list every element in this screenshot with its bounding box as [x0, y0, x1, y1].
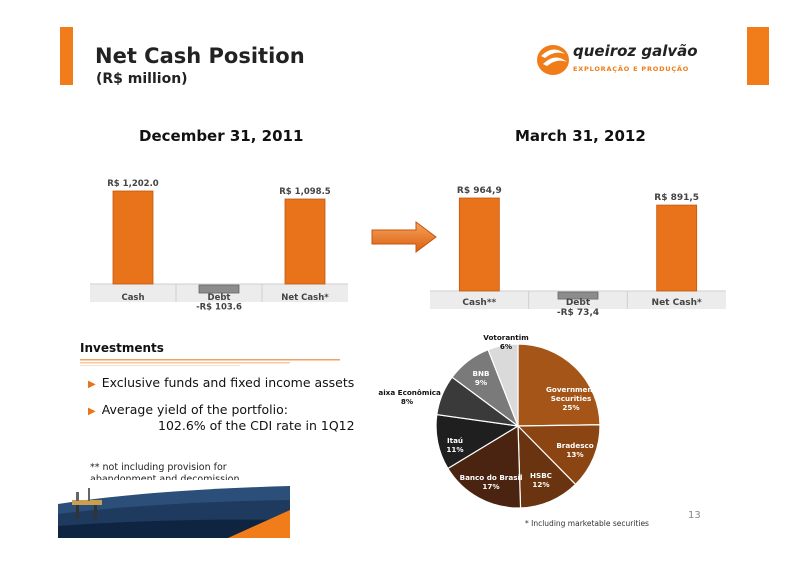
- pie-label: Caixa Econômica: [378, 388, 441, 397]
- bar-0: [112, 190, 154, 285]
- pie-slice-1: [516, 424, 601, 486]
- right-accent-bar: [747, 27, 769, 85]
- pie-label: 9%: [475, 378, 487, 387]
- pie-chart-note: * Including marketable securities: [525, 519, 649, 528]
- pie-label: Securities: [551, 394, 592, 403]
- bullet-text: Exclusive funds and fixed income assets: [101, 375, 355, 390]
- logo-name: queiroz galvão: [573, 42, 698, 60]
- pie-label: 25%: [562, 403, 579, 412]
- pie-label: 8%: [401, 397, 413, 406]
- pie-label: 13%: [566, 450, 583, 459]
- footnote: ** not including provision for abandonme…: [90, 462, 240, 485]
- data-label: R$ 1,098.5: [279, 187, 331, 197]
- category-label: Net Cash*: [652, 298, 703, 308]
- pie-label: Banco do Brasil: [460, 473, 523, 482]
- left-accent-bar: [60, 27, 73, 85]
- pie-label: BNB: [473, 369, 490, 378]
- pie-slice-7: [487, 343, 519, 427]
- pie-label: Government: [546, 385, 597, 394]
- bullet-triangle-icon: ▶: [88, 379, 96, 390]
- pie-label: 17%: [482, 482, 499, 491]
- company-logo: queiroz galvão EXPLORAÇÃO E PRODUÇÃO: [537, 42, 698, 75]
- chart-title-dec-2011: December 31, 2011: [139, 127, 304, 145]
- bar-1: [557, 291, 599, 300]
- bar-chart-dec-2011: Cash R$ 1,202.0 Debt-R$ 103.6 Net Cash* R$ 1…: [90, 179, 348, 313]
- pie-label: Bradesco: [556, 441, 593, 450]
- bar-1: [198, 284, 240, 294]
- data-label: R$ 1,202.0: [107, 179, 159, 189]
- logo-tagline: EXPLORAÇÃO E PRODUÇÃO: [573, 64, 689, 73]
- bar-0: [458, 197, 500, 292]
- pie-label: Votorantim: [483, 333, 528, 342]
- bullet-exclusive-funds: ▶ Exclusive funds and fixed income assets: [88, 375, 354, 390]
- chart-title-mar-2012: March 31, 2012: [515, 127, 646, 145]
- logo-mark-icon: [537, 45, 569, 75]
- category-label: Net Cash*: [281, 293, 329, 303]
- bullet-triangle-icon: ▶: [88, 406, 96, 417]
- bar-2: [284, 198, 326, 285]
- page-subtitle: (R$ million): [96, 71, 188, 87]
- investments-underline: [80, 359, 340, 366]
- page-number: 13: [688, 510, 701, 521]
- offshore-platform-image: [58, 480, 290, 538]
- chart-axis-band: [430, 291, 726, 309]
- pie-slice-3: [447, 424, 522, 509]
- pie-slice-0: [517, 343, 601, 427]
- data-label: R$ 891,5: [654, 193, 699, 203]
- data-label: R$ 964,9: [457, 186, 502, 196]
- bar-2: [656, 204, 698, 292]
- pie-label: 11%: [446, 445, 463, 454]
- pie-label: HSBC: [530, 471, 552, 480]
- page-title: Net Cash Position: [95, 44, 305, 68]
- category-label: Cash**: [462, 298, 496, 308]
- data-label: -R$ 73,4: [557, 308, 599, 318]
- bullet-text: Average yield of the portfolio:: [101, 402, 288, 417]
- bullet-average-yield: ▶ Average yield of the portfolio:: [88, 402, 288, 417]
- pie-label: 6%: [500, 342, 512, 351]
- arrow-right-icon: [371, 221, 437, 253]
- pie-label: 12%: [532, 480, 549, 489]
- bar-chart-mar-2012: Cash** R$ 964,9 Debt-R$ 73,4 Net Cash* R$ 89…: [430, 186, 726, 318]
- category-label: Debt: [566, 298, 591, 308]
- investments-heading: Investments: [80, 341, 164, 355]
- bullet-average-yield-detail: 102.6% of the CDI rate in 1Q12: [158, 418, 355, 433]
- pie-label: Itaú: [447, 436, 463, 445]
- category-label: Cash: [121, 293, 144, 303]
- data-label: -R$ 103.6: [196, 303, 242, 313]
- category-label: Debt: [208, 293, 231, 303]
- pie-slice-2: [517, 424, 577, 509]
